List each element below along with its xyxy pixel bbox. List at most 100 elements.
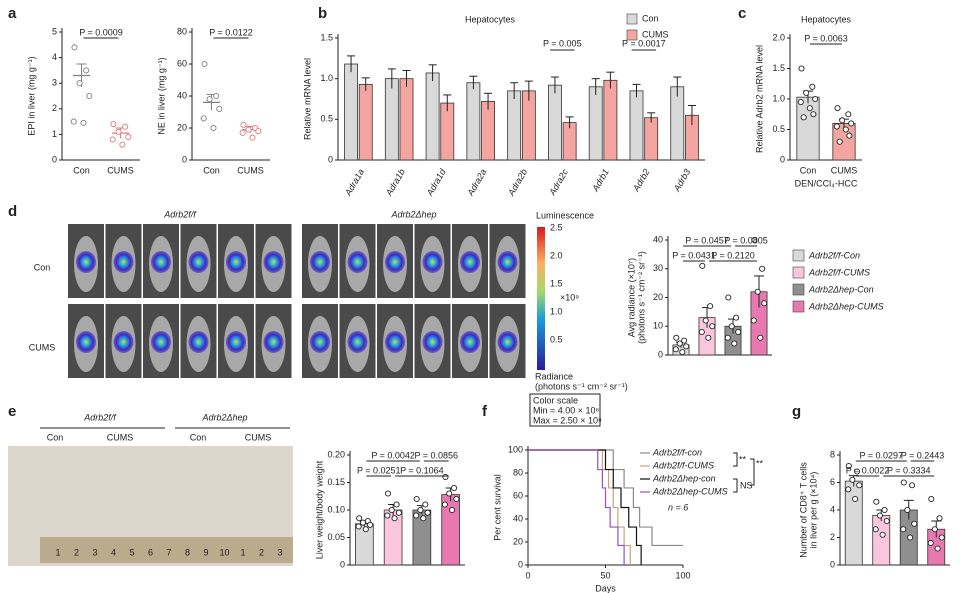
y-axis-label: Relative mRNA level [302,58,312,140]
bar [344,63,358,161]
y-tick-label: 1.0 [320,73,333,83]
luminescence [151,331,171,353]
data-point [388,506,395,514]
color-scale: Min = 4.00 × 10⁶ [533,405,600,415]
data-point [210,124,217,132]
y-tick-label: 0 [830,559,835,569]
luminescence [497,331,518,353]
data-point [872,526,879,533]
y-axis-label: (photons s⁻¹ cm⁻² sr⁻¹) [636,251,646,344]
data-point [679,349,686,356]
data-point [728,323,735,330]
data-point [698,328,705,336]
y-tick-label: 60 [177,58,187,68]
ruler [40,537,293,563]
luminescence [385,331,405,353]
data-point [110,121,117,128]
bar [548,84,562,161]
group-label: Adrb2f/f [83,412,117,422]
legend-swatch [792,300,805,313]
x-tick-label: CUMS [237,165,264,175]
data-point [909,482,916,489]
legend-swatch [626,29,638,41]
y-tick-label: 0.05 [327,532,345,542]
bar [670,86,685,161]
y-tick-label: 2 [52,103,57,113]
legend-label: CUMS [642,29,669,39]
y-tick-label: 1 [52,129,57,139]
legend-swatch [626,13,638,25]
luminescence [226,251,246,273]
data-point [422,501,429,508]
color-scale: Color scale [533,395,578,405]
p-value: P = 0.0805 [724,235,768,245]
y-tick-label: 1.0 [772,93,785,103]
bar [521,90,536,161]
bar [644,117,659,161]
data-point [391,515,398,522]
x-tick-label: Adra1a [343,167,367,198]
p-value: P = 0.0122 [209,27,253,37]
ruler-number: 10 [219,547,229,557]
row-label: CUMS [29,342,56,352]
data-point [839,117,846,124]
data-point [125,133,132,141]
p-value: P = 0.0431 [672,250,716,260]
ruler-number: 1 [55,547,60,557]
colorbar-multiplier: ×10⁹ [560,292,579,302]
p-value: P = 0.0457 [685,235,729,245]
data-point [676,340,683,347]
bar [425,72,440,161]
data-point [76,80,83,87]
data-point [709,323,716,330]
ruler-number: 2 [74,547,79,557]
column-label: Con [47,432,64,442]
color-scale-box [529,393,601,427]
data-point [761,300,768,307]
data-point [672,346,679,353]
data-point [80,119,87,126]
p-value: P = 0.0297 [859,450,903,460]
data-point [451,484,458,492]
p-value: P = 0.0251 [357,465,401,475]
data-point [122,123,129,130]
y-tick-label: 100 [508,444,523,454]
colorbar-tick: 1.5 [550,278,563,288]
x-tick-label: Adra1b [383,167,407,198]
y-tick-label: 0.10 [327,504,345,514]
y-tick-label: 0 [52,154,57,164]
y-axis-label: Per cent survival [492,474,502,541]
data-point [424,509,431,516]
data-point [931,526,938,533]
data-point [731,340,738,347]
luminescence [497,251,518,273]
data-point [362,526,369,533]
y-tick-label: 80 [513,467,523,477]
luminescence [460,331,480,353]
colorbar-unit: Radiance [535,371,573,381]
data-point [239,129,246,136]
data-point [359,519,366,526]
y-tick-label: 0.5 [320,114,333,124]
data-point [213,92,220,100]
data-point [938,534,945,541]
data-point [206,96,213,103]
y-tick-label: 2 [830,532,835,542]
data-point [673,334,680,341]
group-label: Adrb2f/f [163,209,197,219]
y-tick-label: 20 [513,536,523,546]
bar [384,78,399,161]
ruler-number: 8 [185,547,190,557]
data-point [249,134,256,141]
luminescence [76,331,96,353]
y-tick-label: 6 [830,477,835,487]
data-point [119,141,126,148]
x-tick-label: Adra2c [547,167,571,198]
data-point [759,265,766,272]
data-point [683,343,690,350]
data-point [845,486,852,493]
x-tick-label: Adra1d [424,166,448,198]
data-point [733,314,740,321]
data-point [842,126,849,133]
data-point [900,479,907,486]
